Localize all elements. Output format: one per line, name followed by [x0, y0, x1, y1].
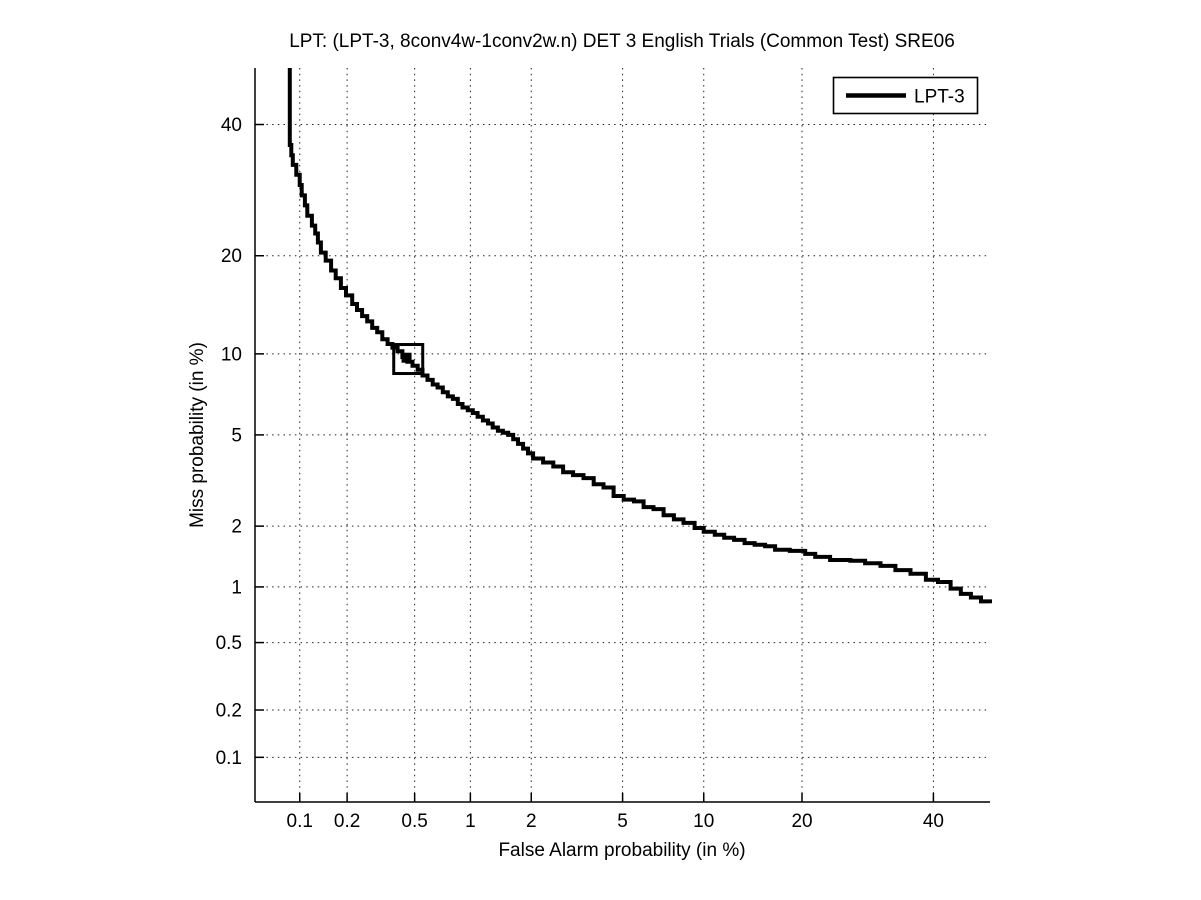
chart-title: LPT: (LPT-3, 8conv4w-1conv2w.n) DET 3 En… — [289, 31, 955, 52]
tick-labels: 0.1 0.2 0.5 1 2 5 10 20 40 0.1 0.2 0.5 1 2 5 10 20 40 — [216, 115, 944, 832]
operating-point-markers — [392, 343, 425, 376]
x-tick-label: 2 — [526, 811, 537, 832]
legend: LPT-3 — [832, 76, 979, 115]
y-tick-label: 2 — [231, 517, 242, 538]
axes — [254, 68, 990, 803]
det-curve — [287, 68, 992, 604]
x-tick-label: 40 — [923, 811, 944, 832]
y-tick-label: 10 — [221, 344, 242, 365]
x-tick-label: 1 — [465, 811, 476, 832]
operating-point-dot-marker — [401, 352, 412, 363]
y-tick-label: 0.5 — [216, 633, 242, 654]
y-tick-label: 0.1 — [216, 748, 242, 769]
x-axis-label: False Alarm probability (in %) — [498, 840, 745, 861]
y-axis-label: Miss probability (in %) — [187, 342, 208, 528]
x-tick-label: 0.5 — [401, 811, 427, 832]
y-tick-label: 1 — [231, 577, 242, 598]
min-dcf-square-marker — [392, 343, 425, 376]
x-tick-label: 5 — [617, 811, 628, 832]
gridlines — [255, 68, 990, 802]
y-tick-label: 40 — [221, 115, 242, 136]
y-tick-label: 20 — [221, 246, 242, 267]
legend-label: LPT-3 — [914, 87, 965, 108]
y-tick-label: 5 — [231, 425, 242, 446]
x-tick-label: 0.1 — [287, 811, 313, 832]
x-tick-label: 0.2 — [334, 811, 360, 832]
det-curve-series — [287, 68, 992, 604]
x-tick-label: 20 — [791, 811, 812, 832]
x-tick-label: 10 — [693, 811, 714, 832]
y-tick-label: 0.2 — [216, 701, 242, 722]
